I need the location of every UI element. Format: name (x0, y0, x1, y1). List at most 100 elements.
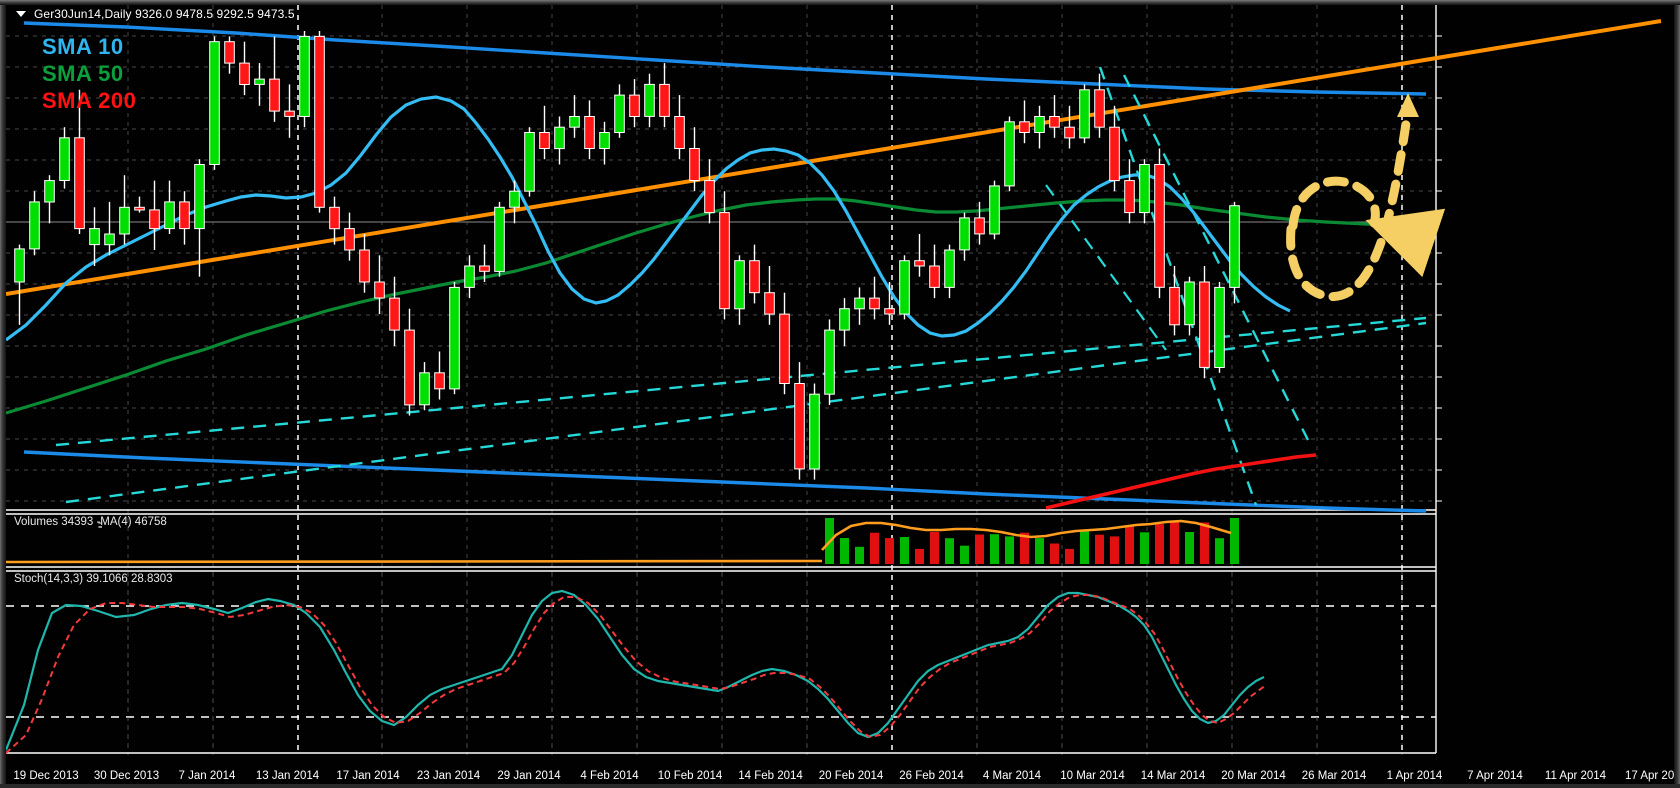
candle-body (749, 260, 760, 294)
volume-bar (1050, 543, 1059, 564)
candle-body (989, 185, 1000, 235)
date-tick: 10 Mar 2014 (1060, 770, 1125, 782)
grid-layer (6, 5, 1674, 784)
chart-canvas[interactable]: Ger30Jun14,Daily 9326.0 9478.5 9292.5 94… (0, 5, 1680, 784)
channel-line-lower (23, 450, 1427, 513)
stochastic-panel-layer (6, 589, 1267, 754)
candle-body (164, 201, 175, 230)
volume-bar (1125, 525, 1134, 564)
volume-bar (1215, 538, 1224, 564)
volume-indicator-label[interactable]: Volumes 34393 -̵̳MA(4) 46758 (14, 516, 167, 528)
candle-body (329, 206, 340, 230)
volume-bar (915, 548, 924, 564)
candle-body (809, 393, 820, 470)
volume-bar (1095, 534, 1104, 564)
orange-trendline (6, 19, 1662, 296)
legend-sma200: SMA 200 (42, 88, 137, 113)
candle-body (1094, 89, 1105, 128)
channel-line-upper (23, 21, 1427, 96)
candle-body (584, 116, 595, 149)
candle-body (1139, 164, 1150, 214)
candle-body (1214, 286, 1225, 368)
candle-body (569, 116, 580, 128)
stoch-k-line (6, 589, 1265, 751)
volume-ma-line (821, 519, 1212, 551)
volume-bar (1035, 538, 1044, 564)
date-tick: 23 Jan 2014 (416, 770, 481, 782)
volume-bar (855, 546, 864, 564)
volume-bar (1065, 548, 1074, 564)
candle-body (89, 228, 100, 246)
date-axis[interactable]: 19 Dec 2013 30 Dec 2013 7 Jan 2014 13 Jan 2… (6, 764, 1680, 782)
volume-bar (1080, 529, 1089, 564)
date-tick: 4 Mar 2014 (982, 770, 1042, 782)
candle-body (644, 83, 655, 117)
volume-bar (1155, 524, 1164, 564)
candle-body (704, 180, 715, 214)
volume-bar (1170, 520, 1179, 564)
volume-bar (1230, 518, 1239, 564)
candle-body (59, 137, 70, 182)
date-tick: 11 Apr 2014 (1544, 770, 1607, 782)
trendlines-layer (6, 19, 1662, 513)
candle-body (854, 297, 865, 310)
candle-body (884, 308, 895, 315)
candle-body (539, 132, 550, 149)
candle-body (929, 265, 940, 288)
candle-body (359, 249, 370, 283)
candle-body (224, 41, 235, 64)
candle-body (209, 41, 220, 166)
symbol-header[interactable]: Ger30Jun14,Daily 9326.0 9478.5 9292.5 94… (16, 6, 295, 22)
candle-body (1064, 126, 1075, 139)
date-tick: 7 Apr 2014 (1467, 770, 1523, 782)
legend-sma50: SMA 50 (42, 61, 124, 86)
candle-body (674, 116, 685, 149)
candle-body (554, 126, 565, 150)
candle-body (869, 297, 880, 310)
legend-sma10: SMA 10 (42, 34, 124, 59)
candle-body (1034, 116, 1045, 133)
candle-body (824, 329, 835, 395)
date-tick: 20 Mar 2014 (1221, 770, 1286, 782)
candle-body (404, 329, 415, 406)
candle-body (1079, 89, 1090, 139)
candle-body (794, 383, 805, 470)
candle-body (959, 217, 970, 251)
date-tick: 10 Feb 2014 (657, 770, 723, 782)
volume-bar (1140, 532, 1149, 564)
sma200-line (1045, 453, 1317, 510)
candle-body (284, 110, 295, 117)
date-tick: 14 Mar 2014 (1140, 770, 1206, 782)
candlesticks-layer (14, 31, 1240, 480)
date-tick: 14 Feb 2014 (738, 770, 803, 782)
date-tick: 26 Mar 2014 (1301, 770, 1367, 782)
candle-body (1004, 121, 1015, 187)
volume-bar (930, 531, 939, 564)
forecast-up-arrowhead (1397, 93, 1419, 117)
candle-body (719, 212, 730, 310)
volume-panel-layer (6, 518, 1239, 564)
candle-body (1124, 180, 1135, 214)
candle-body (134, 206, 145, 211)
candle-body (494, 206, 505, 272)
candle-body (899, 260, 910, 315)
candle-body (29, 201, 40, 250)
candle-body (1049, 116, 1060, 128)
stochastic-indicator-label[interactable]: Stoch(14,3,3) 39.1066 28.8303 (14, 573, 173, 585)
candle-body (944, 249, 955, 288)
candle-body (389, 297, 400, 331)
window-border-right (1674, 0, 1680, 788)
date-tick: 30 Dec 2013 (93, 770, 160, 782)
candle-body (254, 78, 265, 85)
candle-body (599, 132, 610, 149)
candle-body (104, 233, 115, 246)
candle-body (419, 372, 430, 406)
date-tick: 29 Jan 2014 (497, 770, 561, 782)
date-tick: 17 Jan 2014 (336, 770, 400, 782)
date-tick: 20 Feb 2014 (818, 770, 884, 782)
chevron-down-icon[interactable] (16, 11, 26, 17)
volume-bar (870, 532, 879, 564)
volume-ma-tail (1210, 525, 1232, 535)
candle-body (74, 137, 85, 230)
